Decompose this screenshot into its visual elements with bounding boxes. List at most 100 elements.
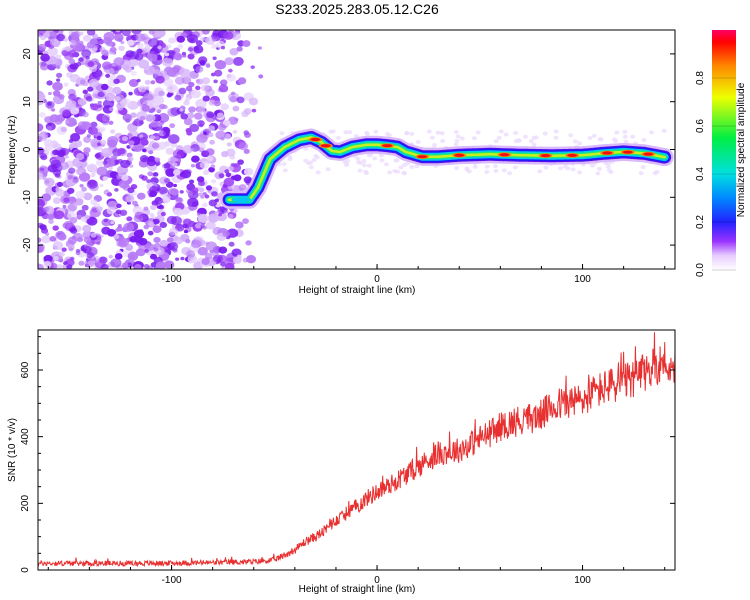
spectrogram-noise-speck xyxy=(85,96,93,102)
spectrogram-noise-speck xyxy=(83,147,91,154)
spectrogram-noise-speck xyxy=(72,121,78,126)
spectrogram-faint-speck xyxy=(439,131,445,136)
snr-series-line xyxy=(38,332,675,568)
spectrogram-faint-speck xyxy=(507,171,513,176)
spectrogram-faint-speck xyxy=(572,139,578,144)
spectrogram-faint-speck xyxy=(568,133,574,138)
spectrogram-noise-speck xyxy=(153,236,161,244)
spectrogram-faint-speck xyxy=(605,164,611,169)
spectrogram-faint-speck xyxy=(611,137,617,142)
spectrogram-faint-speck xyxy=(597,166,603,171)
spectrogram-ridge-band xyxy=(227,136,666,201)
spectrogram-noise-speck xyxy=(158,90,166,97)
spectrogram-noise-speck xyxy=(90,121,98,128)
spectrogram-noise-speck xyxy=(54,173,61,178)
spectrogram-noise-speck xyxy=(101,147,113,158)
spectrogram-noise-speck xyxy=(168,134,180,144)
spectrogram-noise-speck xyxy=(158,186,168,195)
spectrogram-noise-speck xyxy=(134,211,144,219)
spectrogram-noise-speck xyxy=(113,78,120,85)
spectrogram-y-label: Frequency (Hz) xyxy=(7,116,18,185)
spectrogram-noise-speck xyxy=(121,30,131,37)
spectrogram-faint-speck xyxy=(641,138,647,143)
spectrogram-noise-speck xyxy=(74,198,84,206)
spectrogram-noise-speck xyxy=(127,251,139,261)
spectrogram-faint-speck xyxy=(355,160,361,165)
spectrogram-noise-speck xyxy=(197,246,208,256)
spectrogram-noise-speck xyxy=(157,113,170,123)
spectrogram-faint-speck xyxy=(426,129,432,134)
spectrogram-noise-speck xyxy=(45,100,55,109)
spectrogram-noise-speck xyxy=(189,148,194,152)
colorbar-tick-label: 0.4 xyxy=(695,167,706,181)
spectrogram-noise-speck xyxy=(218,84,229,93)
spectrogram-noise-speck xyxy=(226,73,236,82)
spectrogram-noise-speck xyxy=(77,98,87,106)
spectrogram-noise-speck xyxy=(110,155,117,161)
spectrogram-noise-speck xyxy=(52,197,61,204)
spectrogram-noise-speck xyxy=(213,79,218,84)
spectrogram-noise-speck xyxy=(251,108,257,113)
spectrogram-faint-speck xyxy=(435,130,441,135)
spectrogram-noise-speck xyxy=(200,224,205,229)
spectrogram-noise-speck xyxy=(236,254,242,260)
spectrogram-noise-speck xyxy=(138,174,145,179)
spectrogram-noise-speck xyxy=(233,174,242,182)
spectrogram-x-ticks: -100 0 100 xyxy=(47,264,666,285)
spectrogram-noise-speck xyxy=(174,94,182,101)
spectrogram-noise-speck xyxy=(214,198,220,203)
spectrogram-noise-speck xyxy=(163,162,171,169)
spectrogram-noise-speck xyxy=(213,100,221,107)
spectrogram-noise-speck xyxy=(86,30,96,36)
spectrogram-noise-speck xyxy=(191,155,200,163)
spectrogram-noise-speck xyxy=(58,94,65,100)
spectrogram-noise-speck xyxy=(124,66,133,73)
spectrogram-faint-speck xyxy=(528,139,534,144)
spectrogram-noise-speck xyxy=(38,146,45,155)
spectrogram-noise-speck xyxy=(82,224,92,233)
spectrogram-noise-speck xyxy=(183,100,190,106)
spectrogram-noise-speck xyxy=(105,158,116,168)
spectrogram-noise-speck xyxy=(47,213,55,220)
spectrogram-faint-speck xyxy=(654,169,660,174)
spectrogram-noise-speck xyxy=(172,169,181,176)
spectrogram-noise-speck xyxy=(81,49,92,58)
spectrogram-noise-speck xyxy=(168,37,176,44)
spectrogram-noise-speck xyxy=(136,78,141,83)
spectrogram-noise-speck xyxy=(165,50,176,59)
spectrogram-ridge-hotspot xyxy=(643,152,654,156)
spectrogram-noise-speck xyxy=(235,221,244,229)
spectrogram-noise-speck xyxy=(103,218,109,223)
spectrogram-faint-speck xyxy=(415,139,421,144)
spectrogram-noise-speck xyxy=(206,111,215,118)
spectrogram-noise-speck xyxy=(57,149,66,158)
spectrogram-noise-speck xyxy=(135,33,146,42)
spectrogram-noise-speck xyxy=(43,261,52,268)
spectrogram-noise-speck xyxy=(78,260,85,266)
spectrogram-noise-speck xyxy=(43,32,51,38)
spectrogram-noise-speck xyxy=(64,120,69,124)
spectrogram-noise-speck xyxy=(189,123,200,133)
spectrogram-faint-speck xyxy=(622,134,628,139)
spectrogram-noise-speck xyxy=(79,31,84,36)
spectrogram-noise-speck xyxy=(70,133,81,142)
spectrogram-noise-speck xyxy=(57,233,67,241)
spectrogram-noise-speck xyxy=(96,206,103,212)
spectrogram-faint-speck xyxy=(553,129,559,134)
spectrogram-noise-speck xyxy=(172,162,178,167)
spectrogram-noise-speck xyxy=(120,98,131,108)
spectrogram-noise-speck xyxy=(190,89,201,99)
spectrogram-noise-speck xyxy=(83,192,93,201)
spectrogram-noise-speck xyxy=(46,125,53,131)
spectrogram-noise-speck xyxy=(205,185,213,191)
spectrogram-faint-speck xyxy=(503,132,509,137)
spectrogram-noise-speck xyxy=(155,261,167,269)
spectrogram-noise-speck xyxy=(120,40,125,45)
spectrogram-noise-speck xyxy=(69,73,80,83)
spectrogram-noise-speck xyxy=(248,97,259,106)
spectrogram-noise-speck xyxy=(79,183,84,188)
spectrogram-faint-speck xyxy=(366,163,372,168)
spectrogram-noise-speck xyxy=(133,229,145,239)
spectrogram-noise-speck xyxy=(61,247,67,252)
spectrogram-noise-speck xyxy=(166,237,174,243)
